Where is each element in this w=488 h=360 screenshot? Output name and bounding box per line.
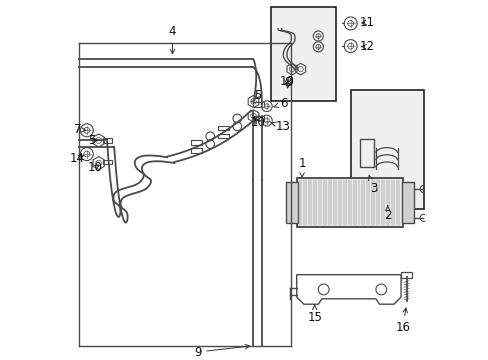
- Text: 6: 6: [273, 97, 286, 110]
- Text: 15: 15: [306, 305, 322, 324]
- Bar: [400, 272, 411, 278]
- Text: 14: 14: [70, 152, 85, 165]
- Bar: [296, 178, 402, 227]
- Text: 2: 2: [383, 206, 391, 222]
- Text: 7: 7: [74, 123, 85, 136]
- Bar: [350, 90, 424, 209]
- Text: 8: 8: [284, 76, 291, 89]
- Text: 3: 3: [368, 176, 377, 195]
- Bar: [296, 178, 402, 227]
- Bar: [103, 159, 112, 164]
- Text: 16: 16: [395, 308, 409, 334]
- Text: 1: 1: [298, 157, 305, 177]
- Bar: [218, 134, 229, 138]
- Text: 5: 5: [88, 134, 98, 147]
- Text: 12: 12: [359, 40, 374, 53]
- Text: 10: 10: [250, 116, 265, 129]
- Bar: [359, 139, 373, 167]
- Bar: [191, 148, 202, 153]
- Bar: [253, 116, 264, 120]
- Text: 10: 10: [279, 75, 294, 88]
- Bar: [285, 182, 297, 223]
- Text: 11: 11: [359, 16, 374, 29]
- Text: 5: 5: [254, 89, 262, 102]
- Bar: [218, 126, 229, 130]
- Bar: [253, 102, 264, 107]
- Text: 9: 9: [194, 345, 249, 359]
- Bar: [191, 140, 202, 145]
- Text: 4: 4: [168, 25, 176, 54]
- Bar: [103, 138, 112, 143]
- Text: 10: 10: [87, 161, 102, 174]
- Bar: [271, 7, 336, 101]
- Bar: [401, 182, 413, 223]
- Text: 13: 13: [270, 120, 290, 133]
